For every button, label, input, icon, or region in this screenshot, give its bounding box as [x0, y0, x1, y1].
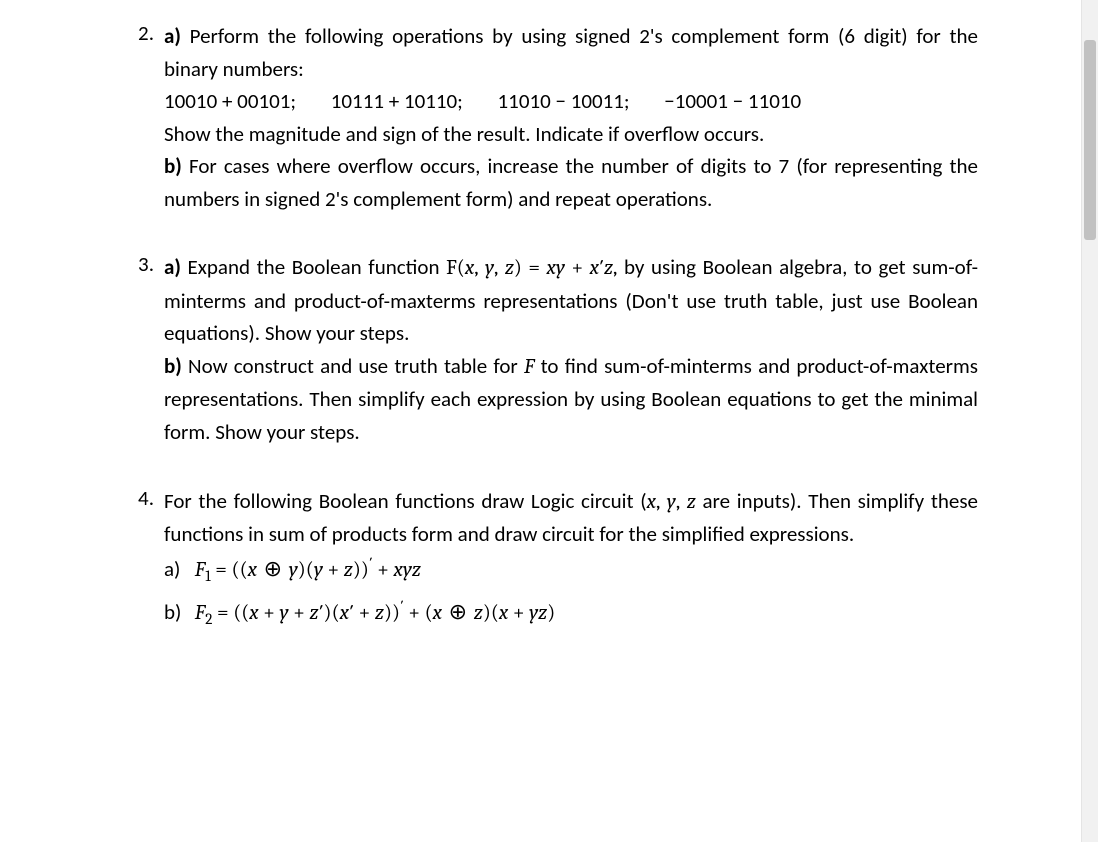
part-label: b) — [164, 153, 182, 179]
part-label: a) — [164, 254, 181, 280]
scrollbar-thumb[interactable] — [1084, 40, 1096, 240]
expr-2: 10111 + 10110; — [331, 88, 463, 114]
q3b-func-sym: F — [524, 355, 534, 379]
q4-part-a: a) F1 = ((x ⊕ y)(y + z))′ + xyz — [164, 551, 978, 589]
q3a-func: F(x, y, z) = xy + x′z, — [446, 256, 617, 280]
q3a-text-1a: Expand the Boolean function — [188, 254, 447, 280]
q3-part-b: b) Now construct and use truth table for… — [164, 350, 978, 449]
part-label: a) — [164, 553, 190, 586]
expr-4: −10001 − 11010 — [664, 88, 801, 114]
question-3: 3. a) Expand the Boolean function F(x, y… — [120, 251, 978, 448]
expr-1: 10010 + 00101; — [164, 88, 296, 114]
question-2: 2. a) Perform the following operations b… — [120, 20, 978, 215]
question-number: 2. — [120, 20, 164, 215]
part-label: b) — [164, 353, 182, 379]
part-label: b) — [164, 596, 190, 629]
q4-intro-1: For the following Boolean functions draw… — [164, 488, 647, 514]
question-number: 3. — [120, 251, 164, 448]
q4-part-b: b) F2 = ((x + y + z′)(x′ + z))′ + (x ⊕ z… — [164, 594, 978, 632]
question-body: a) Perform the following operations by u… — [164, 20, 978, 215]
q2-part-a: a) Perform the following operations by u… — [164, 20, 978, 85]
q4b-equation: F2 = ((x + y + z′)(x′ + z))′ + (x ⊕ z)(x… — [195, 601, 556, 625]
q3b-text-1a: Now construct and use truth table for — [188, 353, 524, 379]
q2b-text: For cases where overflow occurs, increas… — [164, 153, 978, 212]
q2-part-b: b) For cases where overflow occurs, incr… — [164, 150, 978, 215]
q4-vars: x, y, z — [647, 490, 696, 514]
vertical-scrollbar[interactable] — [1081, 0, 1098, 842]
document-page: 2. a) Perform the following operations b… — [0, 0, 1098, 688]
expr-3: 11010 − 10011; — [498, 88, 630, 114]
q2a-text-1: Perform the following operations by usin… — [164, 23, 978, 82]
question-number: 4. — [120, 485, 164, 632]
question-body: For the following Boolean functions draw… — [164, 485, 978, 632]
q4a-equation: F1 = ((x ⊕ y)(y + z))′ + xyz — [195, 558, 421, 582]
q2-expressions: 10010 + 00101; 10111 + 10110; 11010 − 10… — [164, 85, 978, 118]
part-label: a) — [164, 23, 181, 49]
q2a-text-2: Show the magnitude and sign of the resul… — [164, 118, 978, 151]
q4-intro: For the following Boolean functions draw… — [164, 485, 978, 551]
question-body: a) Expand the Boolean function F(x, y, z… — [164, 251, 978, 448]
question-4: 4. For the following Boolean functions d… — [120, 485, 978, 632]
q3-part-a: a) Expand the Boolean function F(x, y, z… — [164, 251, 978, 350]
